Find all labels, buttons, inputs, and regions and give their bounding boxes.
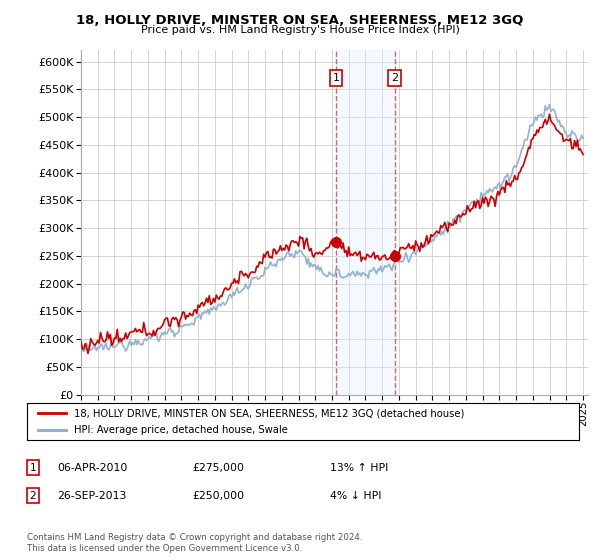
Text: 18, HOLLY DRIVE, MINSTER ON SEA, SHEERNESS, ME12 3GQ (detached house): 18, HOLLY DRIVE, MINSTER ON SEA, SHEERNE… bbox=[74, 408, 464, 418]
Text: 06-APR-2010: 06-APR-2010 bbox=[57, 463, 127, 473]
Text: HPI: Average price, detached house, Swale: HPI: Average price, detached house, Swal… bbox=[74, 425, 288, 435]
Text: £275,000: £275,000 bbox=[192, 463, 244, 473]
Text: 26-SEP-2013: 26-SEP-2013 bbox=[57, 491, 127, 501]
Text: £250,000: £250,000 bbox=[192, 491, 244, 501]
Text: 2: 2 bbox=[391, 73, 398, 83]
Text: 2: 2 bbox=[29, 491, 37, 501]
Text: 4% ↓ HPI: 4% ↓ HPI bbox=[330, 491, 382, 501]
Text: 1: 1 bbox=[332, 73, 340, 83]
Text: Price paid vs. HM Land Registry's House Price Index (HPI): Price paid vs. HM Land Registry's House … bbox=[140, 25, 460, 35]
Text: 18, HOLLY DRIVE, MINSTER ON SEA, SHEERNESS, ME12 3GQ: 18, HOLLY DRIVE, MINSTER ON SEA, SHEERNE… bbox=[76, 14, 524, 27]
Bar bbox=[336, 50, 395, 395]
Text: 1: 1 bbox=[29, 463, 37, 473]
Text: Contains HM Land Registry data © Crown copyright and database right 2024.
This d: Contains HM Land Registry data © Crown c… bbox=[27, 533, 362, 553]
Text: 13% ↑ HPI: 13% ↑ HPI bbox=[330, 463, 388, 473]
